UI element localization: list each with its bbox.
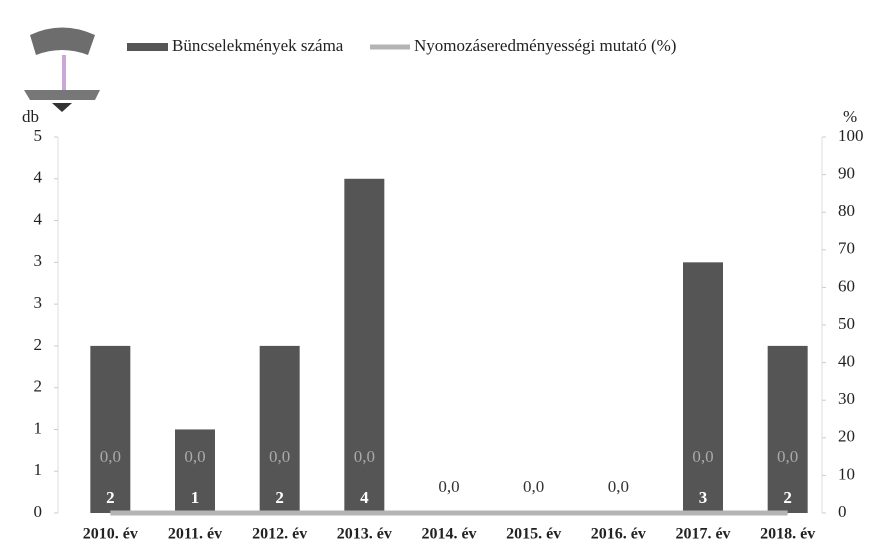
x-tick-label: 2018. év — [760, 526, 815, 543]
bar — [175, 429, 215, 513]
y-tick-label: 4 — [34, 168, 43, 187]
x-tick-label: 2013. év — [337, 526, 392, 543]
x-tick-label: 2011. év — [168, 526, 222, 543]
line-value-label: 0,0 — [269, 447, 290, 466]
y2-tick-label: 100 — [838, 126, 864, 145]
bar — [344, 178, 385, 513]
y2-tick-label: 80 — [838, 201, 855, 220]
line-value-label: 0,0 — [608, 477, 629, 496]
x-tick-label: 2015. év — [506, 526, 561, 543]
legend-label: Nyomozáseredményességi mutató (%) — [414, 36, 676, 55]
y2-tick-label: 70 — [838, 239, 855, 258]
bar-value-label: 1 — [191, 488, 200, 507]
y2-axis-label: % — [843, 107, 857, 126]
bar-value-label: 2 — [106, 488, 115, 507]
legend-swatch — [127, 43, 168, 51]
bar-value-label: 2 — [275, 488, 284, 507]
x-tick-label: 2012. év — [252, 526, 307, 543]
line-value-label: 0,0 — [523, 477, 544, 496]
x-tick-label: 2014. év — [421, 526, 476, 543]
line-value-label: 0,0 — [777, 447, 798, 466]
y-tick-label: 4 — [34, 209, 43, 228]
y2-tick-label: 50 — [838, 314, 855, 333]
x-tick-label: 2016. év — [591, 526, 646, 543]
bar — [767, 345, 808, 513]
y-tick-label: 1 — [34, 460, 43, 479]
y2-tick-label: 60 — [838, 276, 855, 295]
y2-tick-label: 10 — [838, 464, 855, 483]
y-tick-label: 5 — [34, 126, 43, 145]
y-tick-label: 2 — [34, 377, 43, 396]
y2-tick-label: 20 — [838, 427, 855, 446]
y-tick-label: 3 — [34, 251, 43, 270]
x-tick-label: 2017. év — [675, 526, 730, 543]
y2-tick-label: 40 — [838, 352, 855, 371]
y-tick-label: 2 — [34, 335, 43, 354]
y2-tick-label: 90 — [838, 164, 855, 183]
legend-label: Büncselekmények száma — [172, 36, 344, 55]
line-value-label: 0,0 — [438, 477, 459, 496]
line-value-label: 0,0 — [692, 447, 713, 466]
line-value-label: 0,0 — [100, 447, 121, 466]
bar-value-label: 3 — [699, 488, 708, 507]
bar — [259, 345, 300, 513]
logo — [24, 27, 100, 112]
x-tick-label: 2010. év — [83, 526, 138, 543]
bar — [683, 262, 723, 513]
bar-value-label: 4 — [360, 488, 369, 507]
line-value-label: 0,0 — [354, 447, 375, 466]
bar — [90, 345, 131, 513]
y-axis-label: db — [22, 107, 39, 126]
bar-value-label: 2 — [783, 488, 792, 507]
y-tick-label: 1 — [34, 418, 43, 437]
line-value-label: 0,0 — [184, 447, 205, 466]
y2-tick-label: 30 — [838, 389, 855, 408]
y-tick-label: 0 — [34, 502, 43, 521]
y-tick-label: 3 — [34, 293, 43, 312]
y2-tick-label: 0 — [838, 502, 847, 521]
